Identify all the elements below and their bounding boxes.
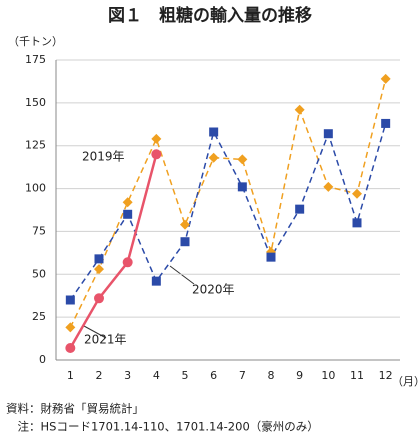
marker <box>380 73 391 84</box>
series-line <box>69 123 387 301</box>
marker <box>151 276 161 286</box>
marker <box>94 254 104 264</box>
marker <box>323 129 333 139</box>
x-tick-label: 3 <box>124 369 131 382</box>
marker <box>237 182 247 192</box>
series-label: 2021年 <box>84 333 127 347</box>
x-tick-label: 11 <box>350 369 364 382</box>
x-tick-label: 6 <box>210 369 217 382</box>
marker <box>323 181 334 192</box>
x-tick-label: 7 <box>239 369 246 382</box>
marker <box>180 237 190 247</box>
series-label: 2019年 <box>82 150 125 164</box>
marker <box>295 204 305 214</box>
series-label: 2020年 <box>192 283 235 297</box>
source-note: 注：HSコード1701.14-110、1701.14-200（豪州のみ） <box>6 420 319 434</box>
y-tick-label: 75 <box>32 224 46 237</box>
y-axis-label: （千トン） <box>8 35 63 48</box>
marker <box>209 127 219 137</box>
x-tick-label: 10 <box>321 369 335 382</box>
marker <box>123 209 133 219</box>
marker <box>94 264 104 275</box>
marker <box>208 152 219 163</box>
y-tick-label: 50 <box>32 267 46 280</box>
chart-title: 図１ 粗糖の輸入量の推移 <box>108 5 312 26</box>
marker <box>151 133 162 144</box>
marker <box>65 295 75 305</box>
marker <box>94 293 104 304</box>
leader-line <box>169 265 195 285</box>
x-tick-label: 5 <box>182 369 189 382</box>
x-tick-label: 9 <box>296 369 303 382</box>
y-tick-label: 25 <box>32 310 46 323</box>
x-axis-label: （月） <box>392 375 420 388</box>
marker <box>352 218 362 228</box>
marker <box>237 154 248 165</box>
leader-line <box>83 325 107 339</box>
marker <box>180 219 190 230</box>
x-tick-label: 12 <box>379 369 393 382</box>
x-tick-label: 4 <box>153 369 160 382</box>
series-line <box>69 153 158 349</box>
x-tick-label: 1 <box>67 369 74 382</box>
source-note: 資料：財務省「貿易統計」 <box>6 402 144 416</box>
marker <box>352 188 362 199</box>
marker <box>122 197 133 208</box>
marker <box>65 322 76 333</box>
y-tick-label: 125 <box>25 139 46 152</box>
marker <box>381 118 391 128</box>
series-line <box>69 78 387 328</box>
x-tick-label: 8 <box>268 369 275 382</box>
marker <box>294 104 305 115</box>
y-tick-label: 0 <box>39 353 46 366</box>
marker <box>266 252 276 262</box>
y-tick-label: 150 <box>25 96 46 109</box>
marker <box>151 149 162 160</box>
x-tick-label: 2 <box>96 369 103 382</box>
marker <box>122 257 133 268</box>
marker <box>65 343 76 353</box>
y-tick-label: 100 <box>25 182 46 195</box>
y-tick-label: 175 <box>25 53 46 66</box>
